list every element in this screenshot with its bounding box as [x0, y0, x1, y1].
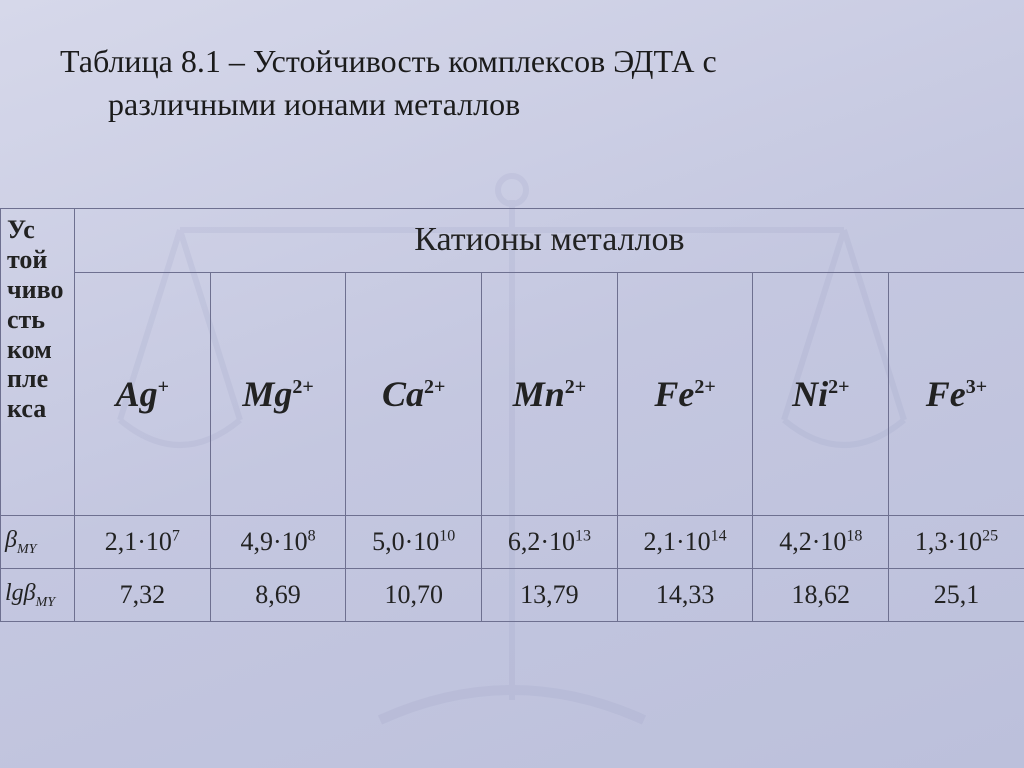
column-group-cations: Катионы металлов [75, 209, 1024, 273]
beta-val-5: 4,2·1018 [753, 516, 889, 569]
table-header-row: Устойчивостькомплекса Катионы металлов [1, 209, 1024, 273]
lgbeta-row: lgβMY 7,32 8,69 10,70 13,79 14,33 18,62 … [1, 569, 1024, 622]
beta-row: βMY 2,1·107 4,9·108 5,0·1010 6,2·1013 2,… [1, 516, 1024, 569]
title-line-1: Таблица 8.1 – Устойчивость комплексов ЭД… [60, 40, 964, 83]
beta-val-6: 1,3·1025 [889, 516, 1024, 569]
lgbeta-val-4: 14,33 [617, 569, 753, 622]
cation-fe3: Fe3+ [889, 273, 1024, 516]
title-line-2: различными ионами металлов [60, 83, 964, 126]
beta-val-3: 6,2·1013 [482, 516, 618, 569]
lgbeta-val-0: 7,32 [75, 569, 211, 622]
stability-table: Устойчивостькомплекса Катионы металлов A… [0, 208, 1024, 622]
cation-row: Ag+ Mg2+ Ca2+ Mn2+ Fe2+ Ni2+ Fe3+ [1, 273, 1024, 516]
cation-mg: Mg2+ [210, 273, 346, 516]
lgbeta-val-1: 8,69 [210, 569, 346, 622]
beta-val-0: 2,1·107 [75, 516, 211, 569]
beta-row-label: βMY [1, 516, 75, 569]
stability-table-container: Устойчивостькомплекса Катионы металлов A… [0, 208, 1024, 622]
lgbeta-val-3: 13,79 [482, 569, 618, 622]
cation-ni: Ni2+ [753, 273, 889, 516]
beta-val-4: 2,1·1014 [617, 516, 753, 569]
lgbeta-val-5: 18,62 [753, 569, 889, 622]
row-header-stability: Устойчивостькомплекса [1, 209, 75, 516]
table-title: Таблица 8.1 – Устойчивость комплексов ЭД… [60, 40, 964, 126]
lgbeta-row-label: lgβMY [1, 569, 75, 622]
beta-val-1: 4,9·108 [210, 516, 346, 569]
cation-ag: Ag+ [75, 273, 211, 516]
cation-ca: Ca2+ [346, 273, 482, 516]
lgbeta-val-2: 10,70 [346, 569, 482, 622]
cation-mn: Mn2+ [482, 273, 618, 516]
cation-fe2: Fe2+ [617, 273, 753, 516]
lgbeta-val-6: 25,1 [889, 569, 1024, 622]
beta-val-2: 5,0·1010 [346, 516, 482, 569]
